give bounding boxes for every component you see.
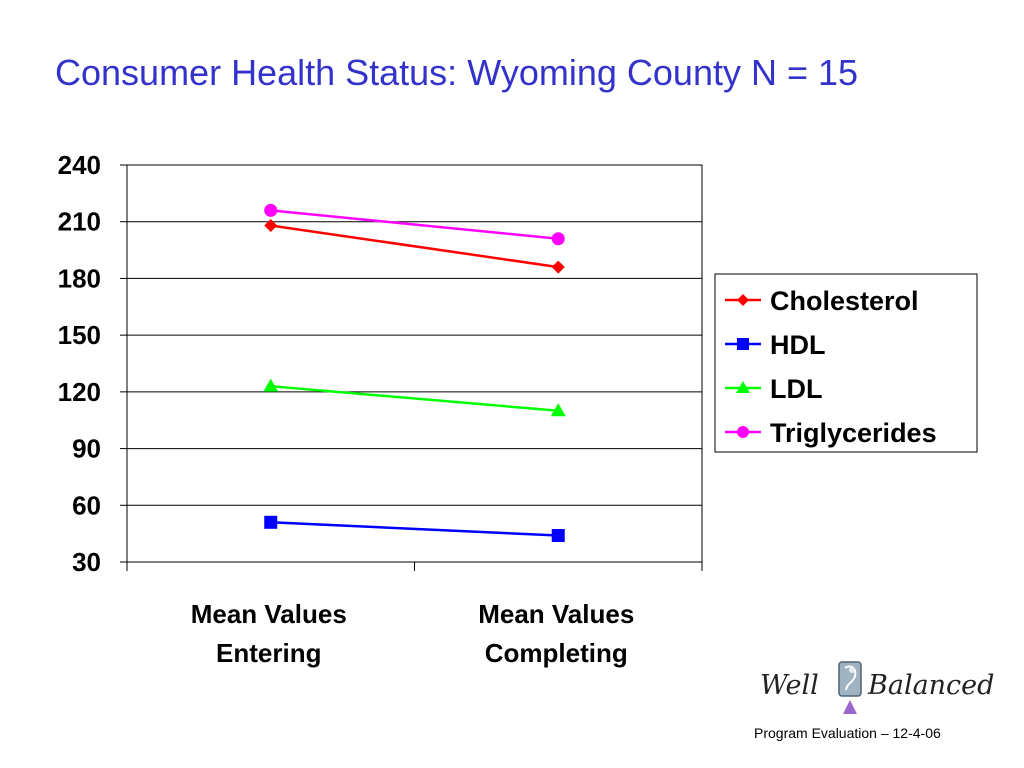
data-point-triglycerides <box>551 232 565 246</box>
y-tick-label: 150 <box>58 320 101 350</box>
data-point-cholesterol <box>551 260 565 274</box>
slide-title: Consumer Health Status: Wyoming County N… <box>55 52 859 93</box>
legend-label-ldl: LDL <box>770 374 822 404</box>
legend-marker-triglycerides <box>737 426 749 438</box>
y-tick-label: 120 <box>58 377 101 407</box>
data-point-triglycerides <box>264 203 278 217</box>
footer-note: Program Evaluation – 12-4-06 <box>754 725 941 741</box>
y-tick-label: 30 <box>72 547 101 577</box>
legend-marker-hdl <box>737 338 749 350</box>
legend-label-hdl: HDL <box>770 330 826 360</box>
legend-marker-cholesterol <box>737 294 749 306</box>
y-tick-label: 180 <box>58 263 101 293</box>
logo-text-well: Well <box>760 670 819 701</box>
x-category-label: Completing <box>485 638 628 668</box>
x-category-label: Mean Values <box>478 599 634 629</box>
y-tick-label: 210 <box>58 207 101 237</box>
data-point-hdl <box>551 529 565 543</box>
legend-marker-ldl <box>736 381 750 393</box>
series-line-hdl <box>270 521 559 537</box>
data-point-ldl <box>550 403 566 417</box>
plot-area <box>126 164 703 563</box>
logo-text-balanced: Balanced <box>868 670 995 701</box>
x-category-label: Mean Values <box>191 599 347 629</box>
y-tick-label: 240 <box>58 150 101 180</box>
data-point-hdl <box>264 515 278 529</box>
series-line-triglycerides <box>270 209 559 240</box>
series-line-cholesterol <box>270 224 559 269</box>
legend-label-cholesterol: Cholesterol <box>770 286 919 316</box>
x-category-label: Entering <box>216 638 321 668</box>
legend-box <box>714 273 978 453</box>
y-tick-label: 90 <box>72 434 101 464</box>
y-tick-label: 60 <box>72 490 101 520</box>
legend-label-triglycerides: Triglycerides <box>770 418 937 448</box>
data-point-ldl <box>263 378 279 392</box>
line-chart: 30 60 90 120 150 180 210 240 Mean Values Entering… <box>58 150 978 668</box>
data-point-cholesterol <box>264 218 278 232</box>
series-line-ldl <box>270 384 559 413</box>
well-balanced-logo: Well Balanced <box>758 656 1004 720</box>
balanced-figure-icon <box>838 661 862 714</box>
